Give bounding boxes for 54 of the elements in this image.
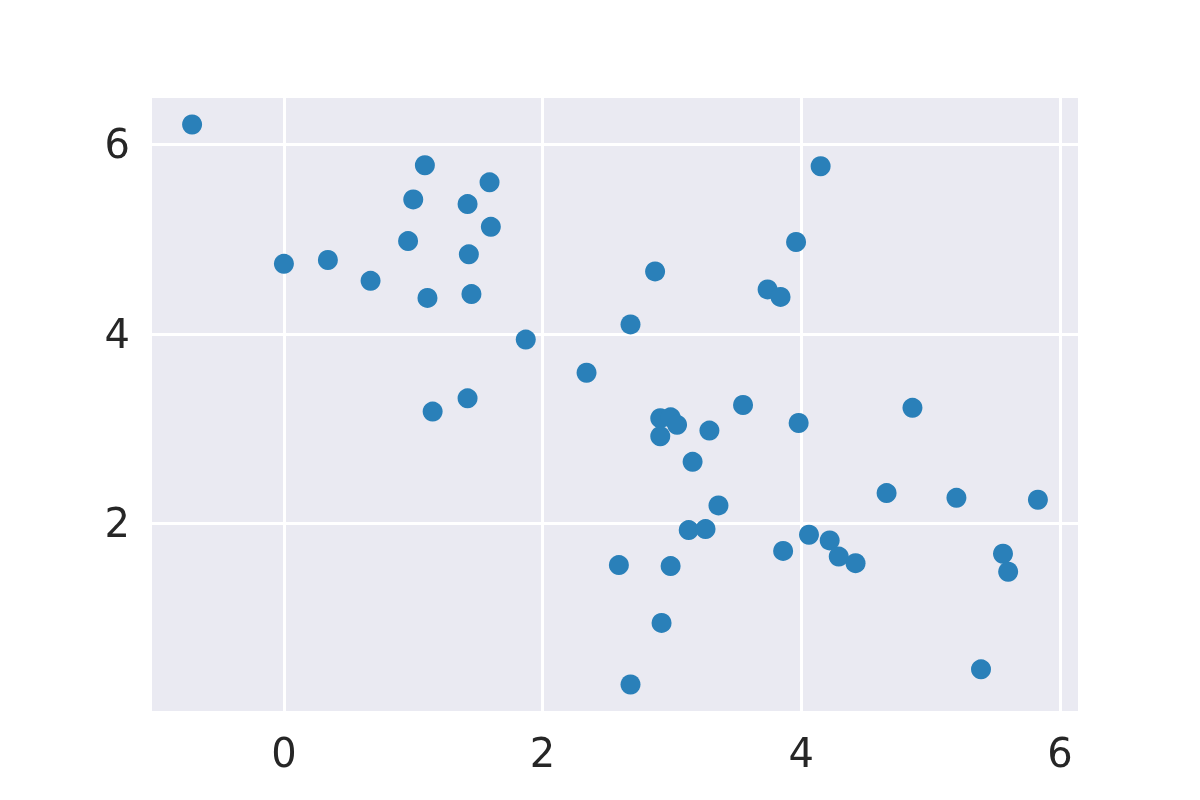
- point: [699, 420, 720, 441]
- point: [403, 189, 424, 210]
- point: [182, 114, 203, 135]
- point: [993, 543, 1013, 564]
- point: [620, 674, 641, 695]
- point: [819, 530, 840, 551]
- point: [458, 244, 479, 265]
- point: [810, 156, 831, 177]
- point: [461, 284, 482, 305]
- point: [273, 253, 294, 274]
- point: [799, 524, 819, 545]
- point: [608, 555, 629, 576]
- point: [667, 414, 688, 435]
- point: [480, 216, 501, 237]
- point: [417, 287, 438, 308]
- point: [515, 329, 536, 350]
- point: [1027, 489, 1048, 510]
- point: [876, 483, 897, 504]
- point: [998, 561, 1019, 582]
- y-tick-label: 6: [104, 121, 130, 168]
- point: [457, 388, 478, 409]
- point: [678, 520, 699, 541]
- point: [360, 270, 381, 291]
- point: [414, 155, 435, 176]
- point: [457, 194, 478, 215]
- point: [845, 553, 866, 574]
- y-tick-label: 2: [104, 500, 130, 547]
- point: [786, 232, 807, 253]
- x-tick-label: 0: [271, 730, 297, 776]
- point: [902, 397, 923, 418]
- point: [695, 519, 716, 540]
- point: [620, 314, 641, 335]
- point: [971, 659, 991, 680]
- point: [576, 362, 597, 383]
- point: [645, 261, 666, 282]
- point: [398, 231, 419, 252]
- point: [660, 556, 681, 577]
- point: [946, 487, 967, 508]
- point: [422, 401, 443, 422]
- x-tick-label: 2: [529, 730, 556, 776]
- point: [770, 286, 791, 307]
- point: [708, 495, 729, 516]
- point: [650, 426, 671, 447]
- point: [828, 546, 849, 567]
- y-tick-label: 4: [104, 310, 130, 357]
- point: [733, 394, 754, 415]
- point: [682, 451, 703, 472]
- point: [317, 250, 338, 271]
- x-tick-label: 4: [788, 730, 814, 776]
- x-tick-label: 6: [1047, 730, 1073, 776]
- point: [773, 540, 794, 561]
- point: [788, 412, 809, 433]
- point: [479, 172, 500, 193]
- point: [651, 612, 672, 633]
